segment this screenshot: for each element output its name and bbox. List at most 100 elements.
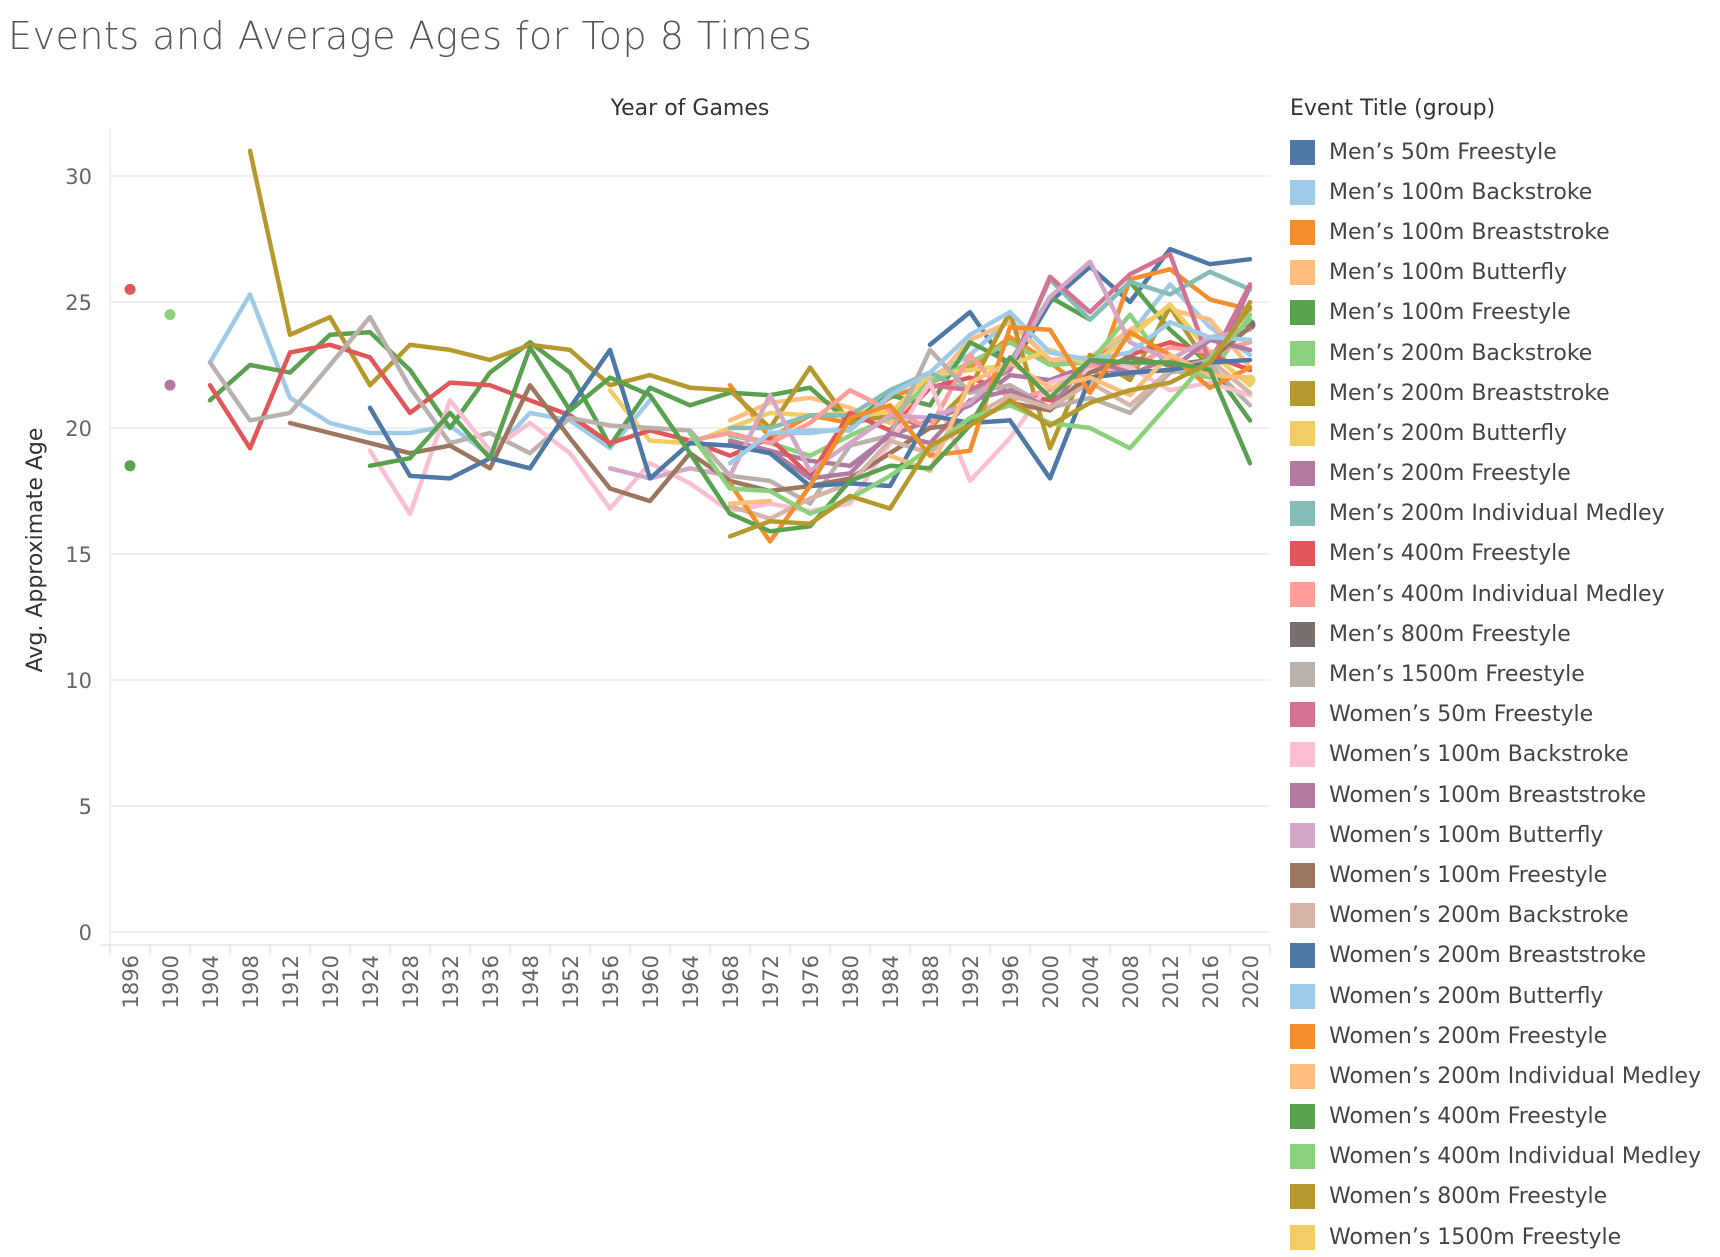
y-tick-label: 30 bbox=[65, 165, 92, 189]
legend-swatch bbox=[1290, 903, 1315, 929]
legend-swatch bbox=[1290, 621, 1315, 647]
legend-item: Women’s 200m Individual Medley bbox=[1290, 1056, 1720, 1096]
x-tick-label: 2016 bbox=[1199, 955, 1223, 1008]
x-tick-label: 1984 bbox=[879, 955, 903, 1008]
gridlines bbox=[110, 175, 1270, 933]
legend-item: Men’s 100m Backstroke bbox=[1290, 172, 1720, 212]
legend-label: Women’s 200m Butterfly bbox=[1329, 983, 1604, 1009]
legend-label: Men’s 200m Individual Medley bbox=[1329, 501, 1665, 527]
legend-items: Men’s 50m Freestyle Men’s 100m Backstroke… bbox=[1290, 132, 1720, 1257]
legend-label: Women’s 800m Freestyle bbox=[1329, 1184, 1608, 1210]
legend-item: Women’s 200m Butterfly bbox=[1290, 976, 1720, 1016]
data-point bbox=[164, 309, 176, 321]
legend-item: Men’s 200m Backstroke bbox=[1290, 333, 1720, 373]
legend-label: Men’s 1500m Freestyle bbox=[1329, 662, 1585, 688]
series-line bbox=[124, 345, 1253, 534]
legend-label: Men’s 50m Freestyle bbox=[1329, 139, 1557, 165]
legend-item: Men’s 200m Breaststroke bbox=[1290, 373, 1720, 413]
legend-label: Men’s 100m Backstroke bbox=[1329, 179, 1593, 205]
legend-item: Men’s 1500m Freestyle bbox=[1290, 654, 1720, 694]
legend-label: Men’s 100m Freestyle bbox=[1329, 300, 1571, 326]
legend-swatch bbox=[1290, 1184, 1315, 1210]
series-segment bbox=[727, 498, 773, 506]
legend-label: Men’s 100m Butterfly bbox=[1329, 260, 1568, 286]
legend-item: Women’s 100m Butterfly bbox=[1290, 815, 1720, 855]
legend-swatch bbox=[1290, 702, 1315, 728]
y-tick-label: 20 bbox=[65, 417, 92, 441]
legend-label: Men’s 400m Freestyle bbox=[1329, 541, 1571, 567]
legend-item: Women’s 200m Backstroke bbox=[1290, 896, 1720, 936]
axes: 0 5 10 15 20 25 30 1896 1900 1904 1908 1912 1920 1924… bbox=[65, 128, 1271, 1008]
legend-swatch bbox=[1290, 139, 1315, 165]
x-tick-label: 1912 bbox=[279, 955, 303, 1008]
series-segment bbox=[727, 357, 1253, 521]
x-tick-label: 1900 bbox=[159, 955, 183, 1008]
legend-item: Women’s 50m Freestyle bbox=[1290, 695, 1720, 735]
legend-item: Men’s 100m Butterfly bbox=[1290, 253, 1720, 293]
y-tick-label: 25 bbox=[65, 291, 92, 315]
legend-item: Men’s 400m Freestyle bbox=[1290, 534, 1720, 574]
legend-label: Women’s 50m Freestyle bbox=[1329, 702, 1594, 728]
legend-swatch bbox=[1290, 983, 1315, 1009]
x-tick-label: 1976 bbox=[799, 955, 823, 1008]
legend-label: Women’s 100m Butterfly bbox=[1329, 822, 1604, 848]
legend-item: Women’s 400m Freestyle bbox=[1290, 1097, 1720, 1137]
series-line bbox=[727, 307, 1253, 426]
x-tick-label: 2008 bbox=[1119, 955, 1143, 1008]
x-tick-label: 1904 bbox=[199, 955, 223, 1008]
legend-swatch bbox=[1290, 742, 1315, 768]
legend-label: Men’s 800m Freestyle bbox=[1329, 621, 1571, 647]
legend-label: Women’s 200m Freestyle bbox=[1329, 1023, 1608, 1049]
legend-item: Women’s 100m Freestyle bbox=[1290, 855, 1720, 895]
legend-item: Men’s 800m Freestyle bbox=[1290, 614, 1720, 654]
legend-label: Men’s 200m Butterfly bbox=[1329, 420, 1568, 446]
legend-item: Women’s 200m Freestyle bbox=[1290, 1016, 1720, 1056]
legend-item: Men’s 400m Individual Medley bbox=[1290, 574, 1720, 614]
legend-item: Men’s 50m Freestyle bbox=[1290, 132, 1720, 172]
series-segment bbox=[727, 307, 1253, 426]
series-segment bbox=[687, 317, 1253, 516]
legend-label: Men’s 100m Breaststroke bbox=[1329, 219, 1610, 245]
legend-item: Women’s 100m Backstroke bbox=[1290, 735, 1720, 775]
legend-item: Men’s 200m Butterfly bbox=[1290, 413, 1720, 453]
x-tick-label: 1980 bbox=[839, 955, 863, 1008]
legend-swatch bbox=[1290, 782, 1315, 808]
x-tick-label: 1948 bbox=[519, 955, 543, 1008]
x-tick-label: 1924 bbox=[359, 955, 383, 1008]
x-tick-label: 1972 bbox=[759, 955, 783, 1008]
legend-swatch bbox=[1290, 1144, 1315, 1170]
legend: Event Title (group) Men’s 50m Freestyle M… bbox=[1290, 94, 1720, 1257]
y-tick-label: 10 bbox=[65, 669, 92, 693]
x-tick-label: 1952 bbox=[559, 955, 583, 1008]
legend-label: Women’s 1500m Freestyle bbox=[1329, 1224, 1622, 1250]
data-point bbox=[124, 283, 136, 295]
legend-label: Women’s 200m Backstroke bbox=[1329, 903, 1629, 929]
legend-swatch bbox=[1290, 1224, 1315, 1250]
x-tick-label: 1908 bbox=[239, 955, 263, 1008]
legend-swatch bbox=[1290, 260, 1315, 286]
x-tick-label: 2012 bbox=[1159, 955, 1183, 1008]
legend-label: Men’s 200m Backstroke bbox=[1329, 340, 1593, 366]
x-tick-label: 1920 bbox=[319, 955, 343, 1008]
legend-swatch bbox=[1290, 219, 1315, 245]
series-line bbox=[727, 304, 1253, 539]
x-tick-label: 1928 bbox=[399, 955, 423, 1008]
x-tick-label: 2000 bbox=[1039, 955, 1063, 1008]
x-tick-label: 1964 bbox=[679, 955, 703, 1008]
legend-item: Women’s 400m Individual Medley bbox=[1290, 1137, 1720, 1177]
legend-title: Event Title (group) bbox=[1290, 96, 1496, 121]
legend-label: Men’s 200m Freestyle bbox=[1329, 461, 1571, 487]
line-chart: 0 5 10 15 20 25 30 1896 1900 1904 1908 1912 1920 1924… bbox=[23, 96, 1271, 1008]
x-tick-label: 1956 bbox=[599, 955, 623, 1008]
x-tick-label: 2004 bbox=[1079, 955, 1103, 1008]
legend-label: Women’s 200m Breaststroke bbox=[1329, 943, 1647, 969]
series-lines bbox=[124, 148, 1256, 544]
series-line bbox=[727, 309, 1253, 466]
y-tick-label: 15 bbox=[65, 543, 92, 567]
legend-swatch bbox=[1290, 1104, 1315, 1130]
legend-swatch bbox=[1290, 380, 1315, 406]
legend-label: Women’s 400m Individual Medley bbox=[1329, 1144, 1701, 1170]
legend-swatch bbox=[1290, 179, 1315, 205]
legend-swatch bbox=[1290, 501, 1315, 527]
series-line bbox=[687, 317, 1253, 516]
